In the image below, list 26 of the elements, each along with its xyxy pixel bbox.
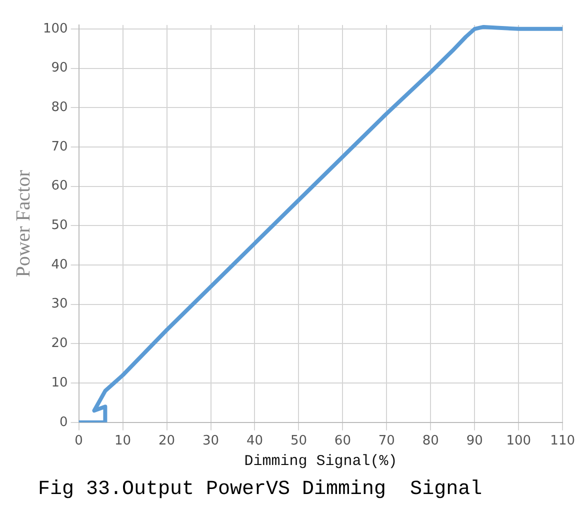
y-tick-label: 0 bbox=[60, 414, 68, 430]
y-tick-label: 60 bbox=[51, 178, 68, 194]
x-tick-label: 90 bbox=[466, 434, 483, 449]
x-tick-label: 40 bbox=[246, 434, 264, 449]
y-tick-label: 50 bbox=[51, 218, 68, 234]
y-tick-label: 100 bbox=[42, 21, 68, 36]
x-tick-label: 110 bbox=[550, 434, 576, 449]
x-tick-label: 60 bbox=[334, 434, 351, 449]
x-tick-label: 50 bbox=[290, 434, 307, 449]
x-tick-label: 30 bbox=[202, 434, 220, 449]
y-axis-title: Power Factor bbox=[12, 170, 34, 278]
y-tick-label: 40 bbox=[51, 257, 68, 272]
x-tick-label: 80 bbox=[422, 434, 439, 449]
y-tick-label: 90 bbox=[51, 60, 68, 76]
y-tick-label: 20 bbox=[51, 336, 68, 352]
y-tick-label: 30 bbox=[51, 296, 68, 312]
y-tick-label: 10 bbox=[51, 375, 68, 390]
x-tick-label: 20 bbox=[158, 434, 176, 449]
x-axis-title: Dimming Signal(%) bbox=[244, 452, 398, 470]
y-tick-label: 80 bbox=[51, 100, 68, 116]
caption: Fig 33.Output PowerVS Dimming Signal bbox=[38, 478, 482, 501]
x-tick-label: 0 bbox=[74, 434, 83, 449]
x-tick-label: 10 bbox=[114, 434, 132, 449]
x-tick-label: 70 bbox=[378, 434, 395, 449]
y-tick-label: 70 bbox=[51, 139, 68, 154]
x-tick-label: 100 bbox=[506, 434, 532, 449]
